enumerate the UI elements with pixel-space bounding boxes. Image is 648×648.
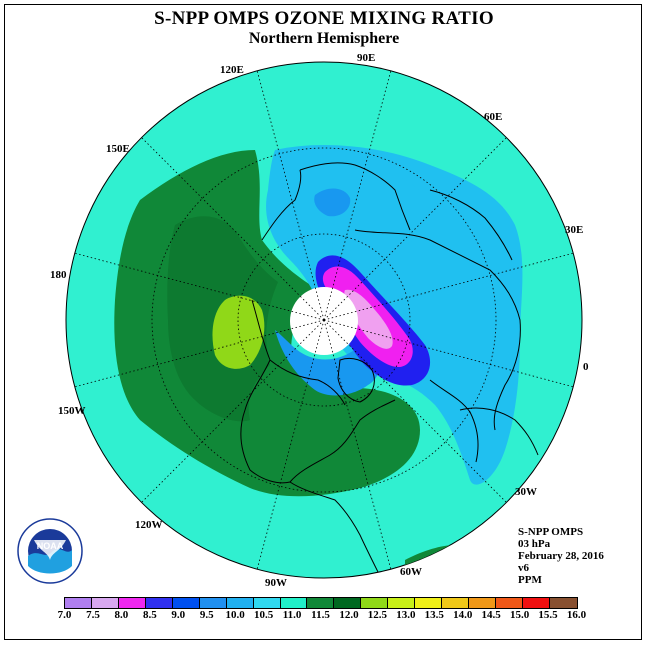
contour-8-0 (344, 289, 393, 349)
lon-label-180: 180 (50, 269, 67, 281)
meridian-line (256, 319, 325, 570)
meridian-line (256, 70, 325, 321)
colorbar-tick-label: 7.0 (57, 609, 72, 621)
noaa-logo: NOAA (17, 518, 83, 584)
info-level: 03 hPa (518, 538, 551, 550)
colorbar-tick-label: 14.0 (453, 609, 473, 621)
lon-label-90w: 90W (265, 577, 287, 589)
longitude-labels: 90E 60E 30E 0 30W 60W 90W 120W 150W 180 … (50, 52, 589, 589)
colorbar-tick-label: 13.0 (396, 609, 416, 621)
colorbar-swatch (65, 598, 92, 608)
lon-label-0: 0 (583, 361, 589, 373)
map-title: S-NPP OMPS OZONE MIXING RATIO (154, 8, 494, 29)
lon-label-30w: 30W (515, 486, 537, 498)
meridian-lines (74, 70, 574, 570)
colorbar-swatch (199, 598, 227, 608)
colorbar-swatch (307, 598, 335, 608)
lon-label-150e: 150E (106, 143, 130, 155)
colorbar-tick-label: 8.5 (142, 609, 157, 621)
colorbar-tick-label: 14.5 (481, 609, 501, 621)
meridian-line (141, 137, 325, 321)
lon-label-60w: 60W (400, 566, 422, 578)
colorbar-swatch (334, 598, 362, 608)
colorbar-swatch (442, 598, 470, 608)
colorbar-tick-label: 15.5 (538, 609, 558, 621)
colorbar-swatch (388, 598, 416, 608)
colorbar-tick-label: 11.0 (282, 609, 302, 621)
colorbar-swatch (496, 598, 523, 608)
colorbar-tick-label: 9.5 (199, 609, 214, 621)
latitude-circles (151, 147, 497, 493)
lon-label-30e: 30E (565, 224, 583, 236)
colorbar-tick-label: 7.5 (86, 609, 100, 621)
info-units: PPM (518, 574, 542, 586)
colorbar-swatch (549, 598, 577, 608)
colorbar-swatch (172, 598, 200, 608)
meridian-line (323, 70, 392, 321)
meridian-line (323, 137, 507, 321)
coastlines (240, 162, 539, 573)
colorbar-swatch (226, 598, 254, 608)
contour-9-5 (314, 188, 351, 217)
colorbar-tick-label: 13.5 (424, 609, 444, 621)
contour-12-0 (212, 295, 265, 369)
colorbar-tick-label: 8.0 (114, 609, 129, 621)
lon-label-150w: 150W (58, 405, 86, 417)
colorbar-swatch (280, 598, 308, 608)
colorbar-swatch (145, 598, 173, 608)
colorbar-swatch (118, 598, 146, 608)
meridian-line (74, 319, 325, 388)
colorbar-tick-label: 12.0 (339, 609, 359, 621)
meridian-line (323, 319, 507, 503)
colorbar-tick-label: 9.0 (171, 609, 186, 621)
colorbar-swatch (253, 598, 281, 608)
meridian-line (323, 252, 574, 321)
info-instrument: S-NPP OMPS (518, 526, 584, 538)
noaa-logo-text: NOAA (37, 541, 64, 551)
colorbar-swatch (361, 598, 389, 608)
colorbar-tick-label: 10.5 (253, 609, 274, 621)
colorbar-tick-label: 11.5 (311, 609, 330, 621)
colorbar-tick-label: 16.0 (566, 609, 587, 621)
info-version: v6 (518, 562, 529, 574)
colorbar-swatch (522, 598, 550, 608)
colorbar (64, 597, 578, 609)
colorbar-swatch (91, 598, 119, 608)
info-date: February 28, 2016 (518, 550, 604, 562)
figure-frame (4, 4, 642, 640)
meridian-line (323, 319, 392, 570)
meridian-line (323, 319, 574, 388)
colorbar-swatch (415, 598, 443, 608)
colorbar-swatch (469, 598, 496, 608)
colorbar-tick-label: 10.0 (225, 609, 245, 621)
meridian-line (74, 252, 325, 321)
lon-label-120w: 120W (135, 519, 163, 531)
meridian-line (141, 319, 325, 503)
colorbar-tick-label: 12.5 (367, 609, 387, 621)
colorbar-tick-label: 15.0 (509, 609, 530, 621)
lon-label-60e: 60E (484, 111, 502, 123)
contour-10-0-pole (275, 330, 380, 396)
map-subtitle: Northern Hemisphere (248, 30, 400, 47)
lon-label-90e: 90E (357, 52, 375, 64)
lon-label-120e: 120E (220, 64, 244, 76)
